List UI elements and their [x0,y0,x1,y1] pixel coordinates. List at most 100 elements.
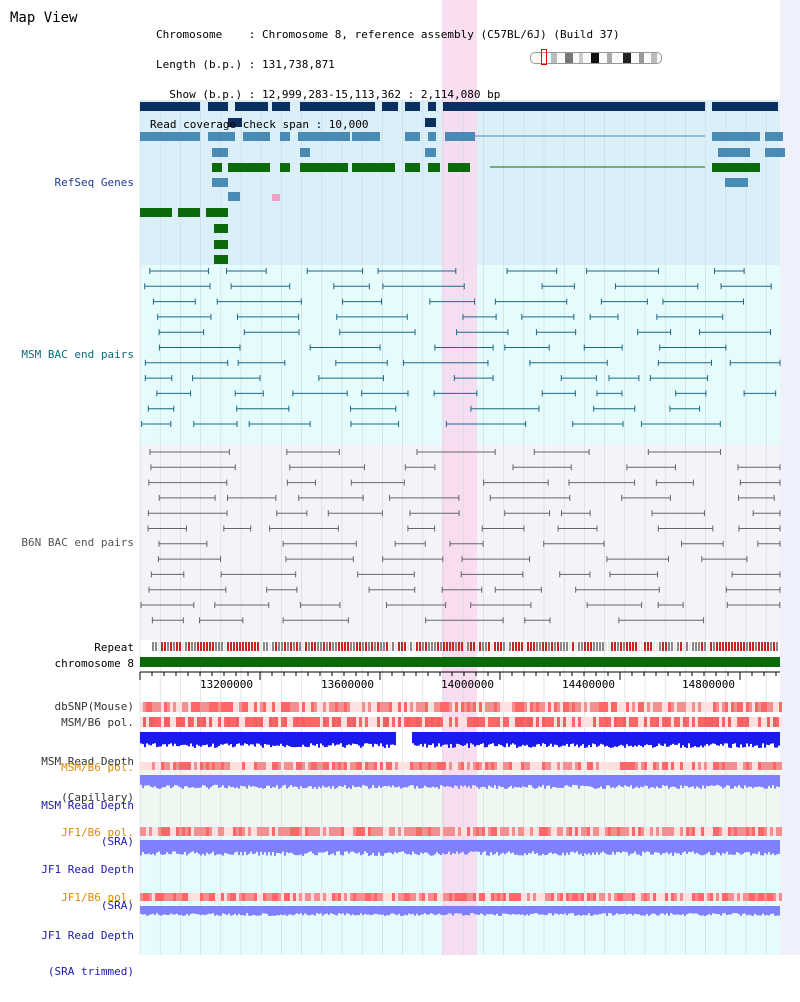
pol-cell [476,717,479,727]
depth-bar [614,906,616,915]
depth-bar [256,775,258,788]
pol-cell [452,827,455,836]
depth-bar [324,906,326,915]
depth-bar [350,840,352,852]
pol-cell [671,893,674,901]
repeat-mark [227,642,229,651]
genome-canvas[interactable] [0,0,800,955]
pol-cell [569,762,572,770]
depth-bar [246,906,248,914]
depth-bar [588,840,590,854]
gene-exon [725,178,748,187]
depth-bar [752,732,754,748]
pol-cell [602,717,605,727]
pol-cell [626,717,629,727]
pol-cell [575,717,578,727]
pol-cell [464,762,467,770]
repeat-mark [431,642,433,651]
pol-cell [419,702,422,712]
pol-cell [278,702,281,712]
depth-bar [712,840,714,856]
repeat-mark [176,642,178,651]
pol-cell [716,893,719,901]
pol-cell [470,762,473,770]
pol-cell [239,827,242,836]
pol-cell [431,717,434,727]
depth-bar [256,732,258,744]
depth-bar [680,906,682,915]
pol-cell [266,893,269,901]
depth-bar [646,840,648,852]
axis-tick-label: 14000000 [441,678,494,691]
pol-cell [203,827,206,836]
pol-cell [443,717,446,727]
depth-bar [186,906,188,914]
repeat-mark [239,642,241,651]
depth-bar [336,775,338,788]
pol-cell [497,827,500,836]
pol-cell [542,762,545,770]
depth-bar [660,906,662,914]
pol-cell [683,762,686,770]
depth-bar [452,775,454,789]
depth-bar [638,840,640,855]
pol-cell [323,827,326,836]
pol-cell [185,827,188,836]
pol-cell [722,762,725,770]
depth-bar [534,906,536,914]
depth-bar [630,732,632,746]
pol-cell [677,893,680,901]
pol-cell [482,762,485,770]
depth-bar [678,775,680,789]
pol-cell [497,762,500,770]
depth-bar [224,775,226,788]
pol-cell [590,702,593,712]
depth-bar [542,906,544,915]
pol-cell [698,702,701,712]
depth-bar [330,775,332,789]
depth-bar [470,775,472,789]
depth-bar [572,840,574,852]
chromosome-ideogram[interactable] [530,52,662,64]
depth-bar [694,906,696,914]
depth-bar [548,906,550,914]
depth-bar [308,906,310,916]
pol-cell [716,827,719,836]
depth-bar [408,775,410,787]
depth-bar [190,840,192,853]
pol-cell [323,717,326,727]
depth-bar [324,840,326,852]
depth-bar [278,840,280,854]
pol-cell [233,702,236,712]
pol-cell [272,827,275,836]
depth-bar [312,840,314,854]
pol-cell [632,762,635,770]
pol-cell [233,827,236,836]
depth-bar [458,840,460,854]
depth-bar [582,906,584,915]
depth-bar [298,732,300,747]
depth-bar [212,732,214,744]
pol-cell [485,893,488,901]
pol-cell [494,827,497,836]
pol-cell [164,762,167,770]
pol-cell [254,827,257,836]
pol-cell [746,893,749,901]
depth-bar [146,906,148,916]
depth-bar [502,840,504,853]
pol-cell [302,702,305,712]
pol-cell [605,762,608,770]
depth-bar [414,732,416,746]
depth-bar [526,906,528,915]
depth-bar [280,906,282,915]
depth-bar [558,840,560,856]
depth-bar [416,840,418,855]
depth-bar [550,840,552,853]
label-refseq: RefSeq Genes [54,176,134,189]
highlight-region[interactable] [442,0,477,955]
gene-exon [228,163,270,172]
pol-cell [677,827,680,836]
depth-bar [648,775,650,789]
pol-cell [740,762,743,770]
depth-bar [354,732,356,744]
